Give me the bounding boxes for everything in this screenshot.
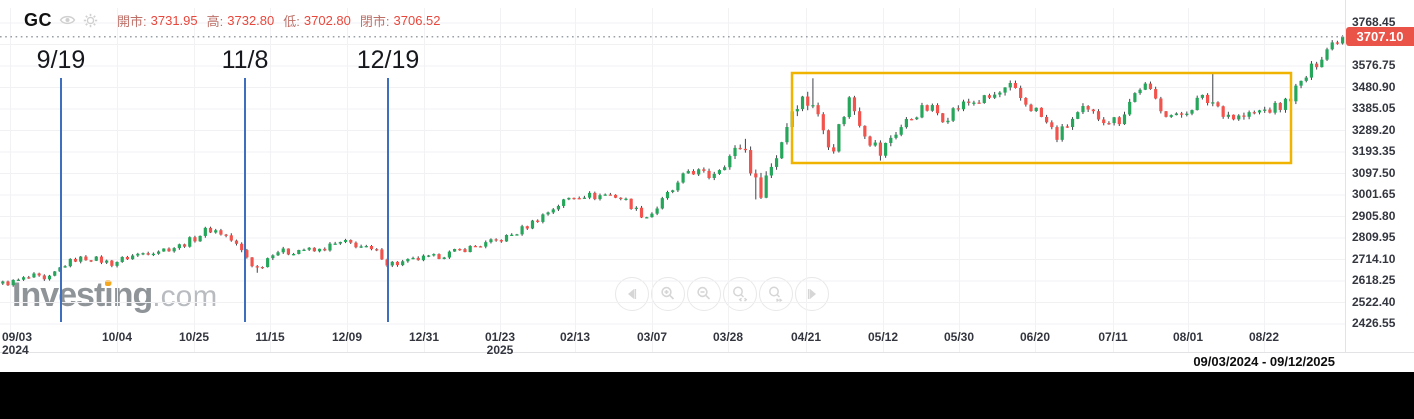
candlestick-plot[interactable]: [0, 0, 1414, 372]
price-axis-label: 3097.50: [1352, 165, 1396, 180]
price-axis-label: 3576.75: [1352, 58, 1396, 72]
close-label: 閉市:: [359, 13, 390, 29]
high-value: 3732.80: [227, 12, 275, 28]
price-axis-label: 2905.80: [1352, 208, 1396, 223]
date-range-label: 09/03/2024 - 09/12/2025: [1193, 354, 1335, 369]
price-axis-label: 2809.95: [1352, 230, 1396, 244]
date-axis-label: 10/25: [178, 330, 210, 344]
date-axis-label: 10/04: [101, 330, 133, 344]
date-axis-label: 07/11: [1098, 330, 1128, 344]
zoom-out-icon: [697, 286, 711, 300]
open-label: 開市:: [117, 13, 147, 29]
price-axis-label: 3289.20: [1352, 122, 1396, 137]
symbol-label: GC: [24, 9, 52, 30]
price-axis-label: 3480.90: [1352, 79, 1396, 94]
date-axis-label: 11/15: [255, 330, 285, 344]
zoom-reset-icon: [769, 286, 783, 303]
zoom-out-button[interactable]: [687, 277, 721, 311]
annotation-label-9-19: 9/19: [36, 46, 86, 74]
date-axis-label: 09/03 2024: [2, 330, 33, 357]
date-axis-label: 03/07: [636, 330, 668, 344]
price-axis-label: 2714.10: [1352, 251, 1396, 266]
ohlc-readout: 開市: 3731.95 高: 3732.80 低: 3702.80 閉市: 3706.5…: [108, 11, 441, 30]
price-axis-label: 2426.55: [1352, 316, 1396, 330]
price-axis-label: 3768.45: [1352, 15, 1396, 29]
eye-icon[interactable]: [59, 13, 76, 27]
date-axis-label: 04/21: [790, 330, 822, 344]
price-axis-label: 3385.05: [1352, 101, 1396, 115]
pan-left-icon: [628, 289, 637, 299]
watermark-orange-dot-icon: [105, 280, 112, 286]
zoom-reset-button[interactable]: [759, 277, 793, 311]
date-axis-label: 01/23 2025: [484, 330, 516, 357]
date-axis-label: 08/22: [1248, 330, 1280, 344]
investing-watermark: Invest i ng .com: [12, 276, 218, 314]
date-axis-label: 12/09: [331, 330, 363, 344]
date-axis-label: 08/01: [1172, 330, 1204, 344]
annotation-label-11-8: 11/8: [221, 46, 269, 74]
date-axis-label: 05/12: [867, 330, 899, 344]
gear-icon[interactable]: [83, 13, 98, 28]
date-axis-label: 02/13: [559, 330, 591, 344]
date-axis-label: 05/30: [943, 330, 975, 344]
watermark-com: .com: [152, 280, 218, 313]
watermark-text: Invest: [12, 276, 105, 314]
date-axis-label: 12/31: [408, 330, 440, 344]
low-value: 3702.80: [303, 12, 351, 28]
chart-nav-controls: [615, 277, 829, 311]
bottom-black-bar: [0, 372, 1414, 419]
pan-right-icon: [807, 289, 816, 299]
high-label: 高:: [206, 13, 224, 29]
close-value: 3706.52: [393, 12, 441, 28]
price-axis-label: 3193.35: [1352, 144, 1396, 158]
watermark-accent-letter: i: [104, 276, 114, 314]
price-axis-label: 3001.65: [1352, 187, 1396, 201]
instrument-header: GC 開市: 3731.95 高: 3732.80 低: 3702.80 閉市: 370…: [24, 8, 441, 32]
low-label: 低:: [283, 13, 300, 29]
date-axis-label: 06/20: [1019, 330, 1051, 344]
zoom-in-button[interactable]: [651, 277, 685, 311]
zoom-in-icon: [661, 286, 675, 300]
last-price-badge: 3707.10: [1346, 27, 1414, 47]
pan-right-button[interactable]: [795, 277, 829, 311]
open-value: 3731.95: [150, 12, 198, 28]
price-axis-label: 2618.25: [1352, 273, 1396, 287]
date-axis-label: 03/28: [712, 330, 744, 344]
zoom-horizontal-icon: [733, 286, 748, 302]
price-axis-label: 2522.40: [1352, 294, 1396, 309]
pan-left-button[interactable]: [615, 277, 649, 311]
annotation-label-12-19: 12/19: [356, 46, 420, 74]
